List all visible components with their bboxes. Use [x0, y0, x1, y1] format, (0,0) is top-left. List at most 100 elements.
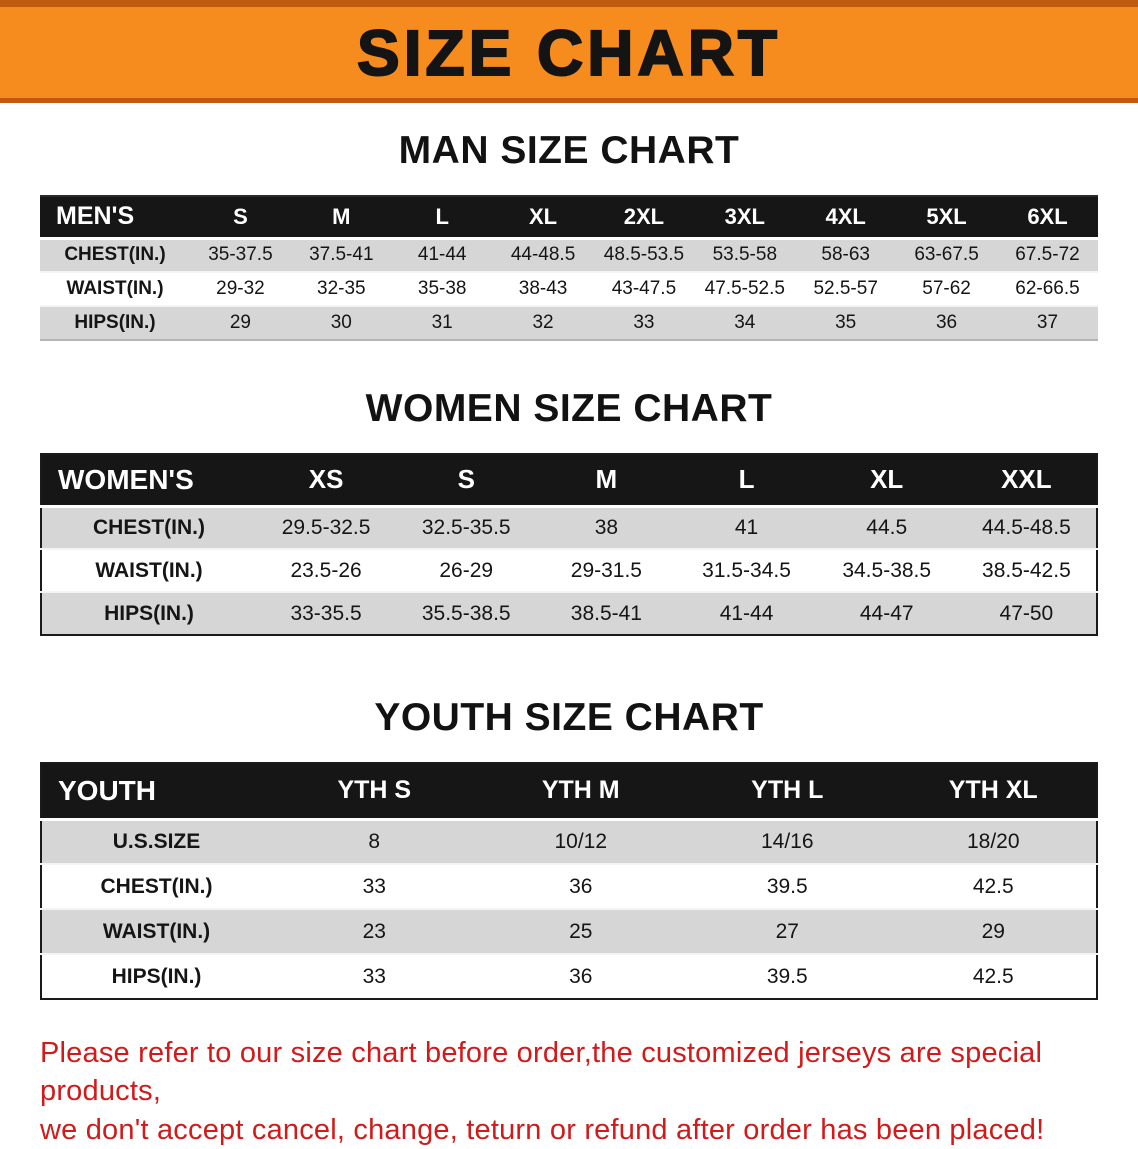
- measurement-value-cell: 36: [477, 863, 684, 910]
- measurement-value-cell: 36: [477, 953, 684, 1000]
- measurement-value-cell: 41-44: [417, 244, 467, 266]
- measurement-row: CHEST(IN.) 35-37.5 37.5-41 41-44 44-48.5 48.5…: [40, 238, 1098, 272]
- measurement-value-cell: 32.5-35.5: [421, 515, 511, 539]
- measurement-value-cell: 31.5-34.5: [676, 548, 817, 593]
- measurement-value-cell: 14/16: [760, 829, 814, 853]
- measurement-value-cell: 44-47: [859, 601, 914, 625]
- measurement-value-cell: 23.5-26: [256, 548, 397, 593]
- measurement-value-cell: 35-37.5: [208, 244, 273, 266]
- table-title-cell: MEN'S: [40, 196, 190, 238]
- women-section-heading: WOMEN SIZE CHART: [365, 387, 773, 430]
- measurement-value-cell: 33: [271, 863, 478, 910]
- size-header-cell: YTH L: [684, 763, 891, 819]
- measurement-value-cell: 23: [362, 919, 386, 943]
- measurement-label-cell: HIPS(IN.): [41, 953, 271, 1000]
- measurement-value-cell: 25: [569, 919, 593, 943]
- measurement-value-cell: 33: [271, 953, 478, 1000]
- measurement-value-cell: 44-48.5: [510, 244, 576, 266]
- measurement-value-cell: 29-32: [190, 271, 291, 307]
- size-header-cell: 3XL: [694, 196, 796, 238]
- size-header-cell: YTH XL: [890, 763, 1097, 819]
- measurement-value-cell: 67.5-72: [1015, 244, 1080, 266]
- measurement-value-cell: 29-31.5: [536, 548, 677, 593]
- size-table: WOMEN'S XS S M L XL XXL CHEST(IN.) 29.5-32.5 32.5…: [40, 453, 1098, 636]
- measurement-row: HIPS(IN.) 29 30 31 32 33 34 35 36 37: [40, 306, 1098, 340]
- measurement-value-cell: 57-62: [896, 271, 997, 307]
- measurement-value-cell: 63-67.5: [914, 244, 979, 266]
- measurement-value-cell: 38.5-41: [570, 601, 642, 625]
- measurement-label-cell: U.S.SIZE: [112, 829, 201, 853]
- measurement-value-cell: 53.5-58: [712, 244, 778, 266]
- measurement-value-cell: 38-43: [492, 271, 594, 307]
- table-header-row: WOMEN'S XS S M L XL XXL: [41, 454, 1097, 506]
- measurement-value-cell: 43-47.5: [593, 271, 695, 307]
- size-header-cell: XL: [492, 196, 594, 238]
- men-section-heading: MAN SIZE CHART: [398, 129, 740, 172]
- size-header-cell: YTH S: [271, 763, 478, 819]
- disclaimer-line-2: we don't accept cancel, change, teturn o…: [40, 1113, 1045, 1146]
- measurement-value-cell: 10/12: [554, 829, 608, 853]
- measurement-value-cell: 8: [368, 829, 381, 853]
- measurement-value-cell: 36: [935, 312, 958, 333]
- measurement-value-cell: 44.5-48.5: [982, 515, 1071, 539]
- table-header-row: YOUTH YTH S YTH M YTH L YTH XL: [41, 763, 1097, 819]
- measurement-value-cell: 35-38: [391, 271, 493, 307]
- section-women: WOMEN SIZE CHART WOMEN'S XS S M L XL XXL CHEST(…: [0, 387, 1138, 636]
- measurement-value-cell: 52.5-57: [795, 271, 897, 307]
- size-header-cell: L: [391, 196, 493, 238]
- measurement-label-cell: WAIST(IN.): [40, 271, 190, 307]
- men-size-table: MEN'S S M L XL 2XL 3XL 4XL 5XL 6XL CHEST(IN.) 35-37…: [40, 195, 1098, 341]
- section-youth: YOUTH SIZE CHART YOUTH YTH S YTH M YTH L YTH…: [0, 696, 1138, 1000]
- measurement-value-cell: 47.5-52.5: [694, 271, 796, 307]
- size-header-cell: M: [290, 196, 392, 238]
- measurement-value-cell: 31: [431, 312, 453, 333]
- measurement-value-cell: 48.5-53.5: [603, 244, 685, 266]
- measurement-label-cell: CHEST(IN.): [41, 863, 271, 910]
- measurement-row: HIPS(IN.) 33 36 39.5 42.5: [41, 953, 1097, 1000]
- table-title-cell: WOMEN'S: [41, 454, 256, 506]
- measurement-value-cell: 58-63: [821, 244, 870, 266]
- measurement-value-cell: 35: [835, 312, 857, 333]
- measurement-value-cell: 34: [734, 312, 756, 333]
- measurement-value-cell: 47-50: [999, 601, 1054, 625]
- measurement-value-cell: 39.5: [684, 953, 891, 1000]
- measurement-label-cell: HIPS(IN.): [104, 601, 194, 625]
- measurement-value-cell: 62-66.5: [997, 271, 1098, 307]
- table-title-cell: YOUTH: [41, 763, 271, 819]
- measurement-row: WAIST(IN.) 23 25 27 29: [41, 909, 1097, 954]
- measurement-value-cell: 30: [330, 312, 352, 333]
- measurement-label-cell: HIPS(IN.): [74, 312, 156, 333]
- measurement-value-cell: 29: [981, 919, 1005, 943]
- measurement-value-cell: 39.5: [684, 863, 891, 910]
- size-header-cell: M: [536, 454, 677, 506]
- measurement-label-cell: WAIST(IN.): [41, 548, 256, 593]
- measurement-value-cell: 38: [594, 515, 619, 539]
- measurement-value-cell: 33: [633, 312, 655, 333]
- measurement-label-cell: CHEST(IN.): [64, 244, 166, 266]
- size-header-cell: 2XL: [593, 196, 695, 238]
- measurement-value-cell: 37.5-41: [309, 244, 374, 266]
- measurement-row: WAIST(IN.) 23.5-26 26-29 29-31.5 31.5-34.5 34…: [41, 548, 1097, 593]
- size-header-cell: XS: [256, 454, 397, 506]
- measurement-row: CHEST(IN.) 29.5-32.5 32.5-35.5 38 41 44.5 44.5…: [41, 506, 1097, 549]
- measurement-row: WAIST(IN.) 29-32 32-35 35-38 38-43 43-47.5 47.…: [40, 271, 1098, 307]
- size-header-cell: XL: [816, 454, 957, 506]
- measurement-value-cell: 33-35.5: [290, 601, 362, 625]
- youth-section-heading: YOUTH SIZE CHART: [374, 696, 764, 739]
- measurement-value-cell: 35.5-38.5: [421, 601, 511, 625]
- measurement-value-cell: 41-44: [719, 601, 774, 625]
- measurement-value-cell: 32: [532, 312, 554, 333]
- size-header-cell: S: [190, 196, 291, 238]
- measurement-label-cell: WAIST(IN.): [102, 919, 211, 943]
- measurement-value-cell: 44.5: [866, 515, 908, 539]
- youth-size-table: YOUTH YTH S YTH M YTH L YTH XL U.S.SIZE 8 10/12…: [40, 762, 1098, 1000]
- size-header-cell: S: [396, 454, 537, 506]
- measurement-value-cell: 34.5-38.5: [816, 548, 957, 593]
- measurement-value-cell: 37: [1036, 312, 1059, 333]
- measurement-value-cell: 26-29: [396, 548, 537, 593]
- size-header-cell: 4XL: [795, 196, 897, 238]
- women-size-table: WOMEN'S XS S M L XL XXL CHEST(IN.) 29.5-32.5 32.5…: [40, 453, 1098, 636]
- page-title: SIZE CHART: [356, 16, 781, 90]
- measurement-value-cell: 29.5-32.5: [281, 515, 371, 539]
